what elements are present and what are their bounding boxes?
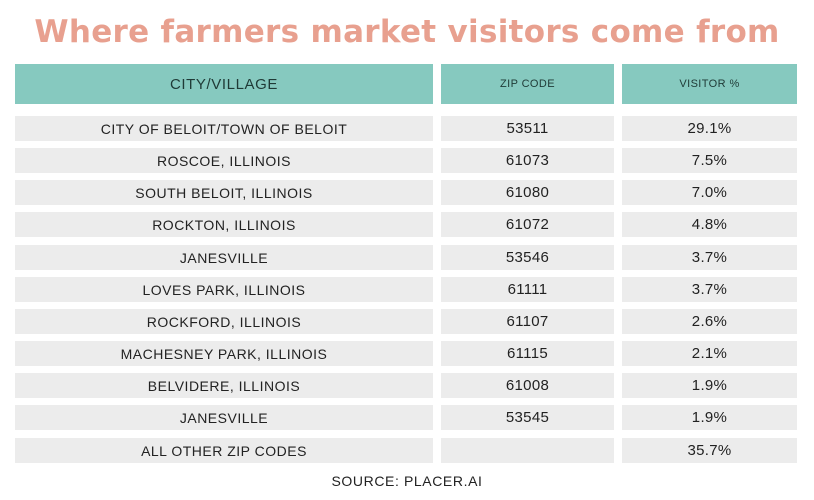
city-cell: JANESVILLE — [15, 405, 433, 430]
zip-cell: 61072 — [441, 212, 614, 237]
visitor-pct-cell: 29.1% — [622, 116, 797, 141]
zip-cell: 61107 — [441, 309, 614, 334]
city-cell: ROCKTON, ILLINOIS — [15, 212, 433, 237]
zip-cell: 53511 — [441, 116, 614, 141]
visitor-pct-cell: 7.0% — [622, 180, 797, 205]
source-caption: SOURCE: PLACER.AI — [331, 473, 483, 489]
header-city-village: CITY/VILLAGE — [15, 64, 433, 104]
header-zip-code: ZIP CODE — [441, 64, 614, 104]
zip-cell: 61115 — [441, 341, 614, 366]
city-cell: SOUTH BELOIT, ILLINOIS — [15, 180, 433, 205]
zip-cell — [441, 438, 614, 463]
page-title: Where farmers market visitors come from — [34, 14, 780, 50]
city-cell: BELVIDERE, ILLINOIS — [15, 373, 433, 398]
city-cell: LOVES PARK, ILLINOIS — [15, 277, 433, 302]
zip-cell: 53546 — [441, 245, 614, 270]
visitor-pct-cell: 7.5% — [622, 148, 797, 173]
visitor-pct-cell: 1.9% — [622, 405, 797, 430]
city-cell: ALL OTHER ZIP CODES — [15, 438, 433, 463]
visitor-pct-cell: 3.7% — [622, 277, 797, 302]
city-cell: ROSCOE, ILLINOIS — [15, 148, 433, 173]
zip-cell: 61073 — [441, 148, 614, 173]
zip-cell: 61008 — [441, 373, 614, 398]
header-visitor-pct: VISITOR % — [622, 64, 797, 104]
city-cell: MACHESNEY PARK, ILLINOIS — [15, 341, 433, 366]
zip-cell: 53545 — [441, 405, 614, 430]
visitor-pct-cell: 4.8% — [622, 212, 797, 237]
visitor-pct-cell: 35.7% — [622, 438, 797, 463]
city-cell: ROCKFORD, ILLINOIS — [15, 309, 433, 334]
visitor-pct-cell: 3.7% — [622, 245, 797, 270]
city-cell: CITY OF BELOIT/TOWN OF BELOIT — [15, 116, 433, 141]
visitor-pct-cell: 1.9% — [622, 373, 797, 398]
zip-cell: 61080 — [441, 180, 614, 205]
zip-cell: 61111 — [441, 277, 614, 302]
city-cell: JANESVILLE — [15, 245, 433, 270]
visitor-pct-cell: 2.6% — [622, 309, 797, 334]
visitor-pct-cell: 2.1% — [622, 341, 797, 366]
